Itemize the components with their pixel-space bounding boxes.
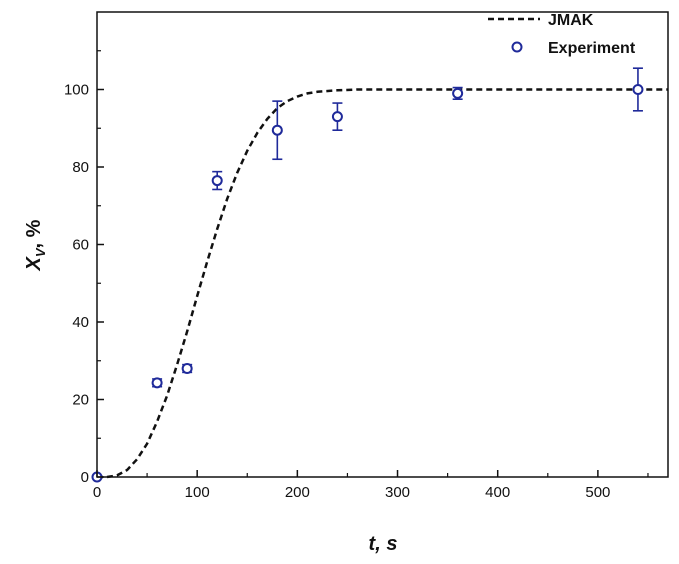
y-axis-title-main: X	[23, 255, 45, 271]
y-tick-label: 60	[72, 237, 89, 254]
y-axis-title: XV, %	[23, 219, 48, 271]
x-tick-label: 300	[385, 484, 410, 501]
experiment-marker	[271, 124, 283, 136]
x-tick-label: 500	[585, 484, 610, 501]
experiment-marker	[452, 87, 464, 99]
plot-frame	[96, 11, 669, 478]
experiment-marker	[211, 175, 223, 187]
axes: 0 100 200 300 400 500 0 20 40 60 80 100	[64, 11, 669, 501]
experiment-point	[271, 100, 283, 161]
x-tick-label: 400	[485, 484, 510, 501]
jmak-curve-layer	[97, 88, 668, 479]
y-tick-label: 40	[72, 314, 89, 331]
legend: JMAK Experiment	[488, 12, 636, 57]
legend-experiment-marker	[511, 41, 523, 53]
y-tick-label: 20	[72, 392, 89, 409]
x-tick-label: 200	[285, 484, 310, 501]
experiment-marker	[151, 377, 163, 389]
jmak-curve	[97, 88, 668, 479]
x-tick-label: 0	[93, 484, 101, 501]
x-axis-title: t, s	[369, 533, 398, 555]
legend-jmak-label: JMAK	[548, 12, 594, 29]
y-tick-label: 0	[81, 469, 89, 486]
y-axis-title-unit: , %	[23, 219, 45, 248]
experiment-point	[331, 102, 343, 131]
experiment-point	[151, 377, 163, 389]
y-axis-title-sub: V	[33, 247, 48, 257]
x-tick-label: 100	[185, 484, 210, 501]
legend-experiment-label: Experiment	[548, 40, 636, 57]
experiment-point	[181, 363, 193, 374]
experiment-point	[211, 170, 223, 191]
experiment-marker	[181, 363, 193, 374]
y-tick-label: 80	[72, 159, 89, 176]
experiment-points-layer	[91, 67, 644, 483]
y-tick-label: 100	[64, 82, 89, 99]
experiment-marker	[331, 111, 343, 123]
experiment-marker	[632, 84, 644, 95]
experiment-point	[452, 86, 464, 100]
experiment-point	[632, 67, 644, 112]
